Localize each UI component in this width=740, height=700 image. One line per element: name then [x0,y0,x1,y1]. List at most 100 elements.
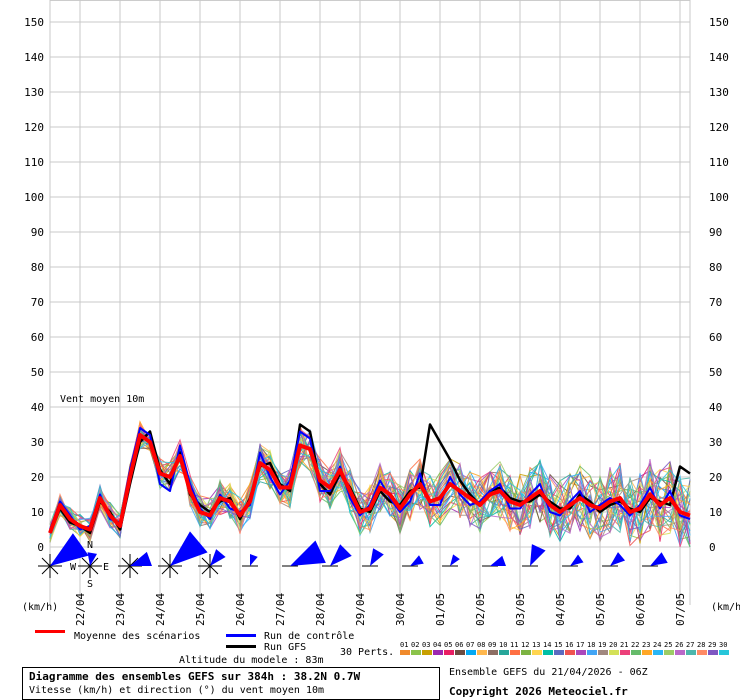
pert-label-03: 03 [422,641,430,649]
y-tick-label-left: 110 [24,156,44,169]
wind-sector [50,533,89,566]
pert-swatch-02 [411,650,421,655]
y-tick-label-right: 90 [709,226,722,239]
wind-sector [170,531,208,566]
wind-rose [78,552,102,578]
pert-swatch-17 [576,650,586,655]
pert-label-06: 06 [455,641,463,649]
y-tick-label-right: 20 [709,471,722,484]
pert-swatch-08 [477,650,487,655]
y-tick-label-right: 140 [709,51,729,64]
pert-label-21: 21 [620,641,628,649]
wind-sector [530,544,546,566]
legend-control-swatch [226,634,256,637]
y-tick-label-right: 60 [709,331,722,344]
compass-label: E [103,562,109,573]
pert-label-22: 22 [631,641,639,649]
pert-label-10: 10 [499,641,507,649]
y-tick-label-left: 40 [31,401,44,414]
wind-rose [158,531,208,578]
pert-swatch-23 [642,650,652,655]
wind-rose [562,554,584,567]
pert-label-26: 26 [675,641,683,649]
y-tick-label-right: 10 [709,506,722,519]
compass-label: N [87,540,93,551]
pert-swatch-16 [565,650,575,655]
legend-gfs-label: Run GFS [264,642,307,653]
pert-label-30: 30 [719,641,727,649]
pert-swatch-04 [433,650,443,655]
perturbation-legend: 01 02 03 04 05 06 07 08 09 10 11 12 13 14 15 16 17 18 19 20… [400,641,729,655]
legend-mean-label: Moyenne des scénarios [74,631,201,642]
footer-subtitle: Vitesse (km/h) et direction (°) du vent … [29,685,325,696]
pert-label-09: 09 [488,641,496,649]
pert-swatch-24 [653,650,663,655]
x-date-label: 03/05 [514,593,527,626]
compass-label: W [70,562,77,573]
wind-rose [442,554,460,567]
wind-sector [490,555,506,567]
y-tick-label-left: 10 [31,506,44,519]
y-tick-label-left: 70 [31,296,44,309]
y-tick-label-left: 140 [24,51,44,64]
x-date-label: 02/05 [474,593,487,626]
pert-label-25: 25 [664,641,672,649]
x-date-label: 30/04 [394,593,407,626]
pert-label-24: 24 [653,641,661,649]
pert-swatch-10 [499,650,509,655]
pert-label-04: 04 [433,641,441,649]
pert-label-27: 27 [686,641,694,649]
legend-gfs-swatch [226,645,256,648]
pert-label-28: 28 [697,641,705,649]
pert-swatch-11 [510,650,520,655]
pert-label-18: 18 [587,641,595,649]
x-axis-date-labels: 22/04 23/04 24/04 25/04 26/04 27/04 28/04 29/04… [74,593,687,626]
pert-label-12: 12 [521,641,529,649]
y-tick-label-left: 80 [31,261,44,274]
y-tick-label-left: 0 [37,541,44,554]
pert-swatch-03 [422,650,432,655]
x-date-label: 06/05 [634,593,647,626]
pert-label-23: 23 [642,641,650,649]
pert-swatch-29 [708,650,718,655]
wind-rose [282,540,326,567]
model-altitude: Altitude du modele : 83m [179,655,324,666]
x-date-label: 04/05 [554,593,567,626]
pert-swatch-12 [521,650,531,655]
y-tick-label-right: 100 [709,191,729,204]
wind-sector [210,549,226,566]
wind-rose [242,554,258,567]
copyright: Copyright 2026 Meteociel.fr [449,685,628,698]
y-tick-label-right: 0 [709,541,716,554]
wind-sector [650,552,668,566]
x-date-label: 05/05 [594,593,607,626]
pert-swatch-14 [543,650,553,655]
y-tick-label-right: 40 [709,401,722,414]
wind-rose [198,549,226,578]
x-date-label: 01/05 [434,593,447,626]
x-date-label: 27/04 [274,593,287,626]
wind-rose [602,552,626,567]
pert-swatch-22 [631,650,641,655]
ensemble-info: Ensemble GEFS du 21/04/2026 - 06Z [449,667,648,678]
pert-label-08: 08 [477,641,485,649]
wind-rose [482,555,506,567]
pert-label-11: 11 [510,641,518,649]
pert-swatch-28 [697,650,707,655]
pert-swatch-05 [444,650,454,655]
y-tick-label-left: 60 [31,331,44,344]
pert-swatch-25 [664,650,674,655]
wind-sector [130,551,152,567]
y-tick-label-right: 80 [709,261,722,274]
wind-sector [249,554,258,566]
wind-sector [610,552,626,566]
x-date-label: 23/04 [114,593,127,626]
x-date-label: 25/04 [194,593,207,626]
y-tick-label-left: 30 [31,436,44,449]
wind-rose [362,548,384,567]
pert-label-20: 20 [609,641,617,649]
pert-swatch-07 [466,650,476,655]
pert-label-15: 15 [554,641,562,649]
units-left: (km/h) [22,602,58,613]
